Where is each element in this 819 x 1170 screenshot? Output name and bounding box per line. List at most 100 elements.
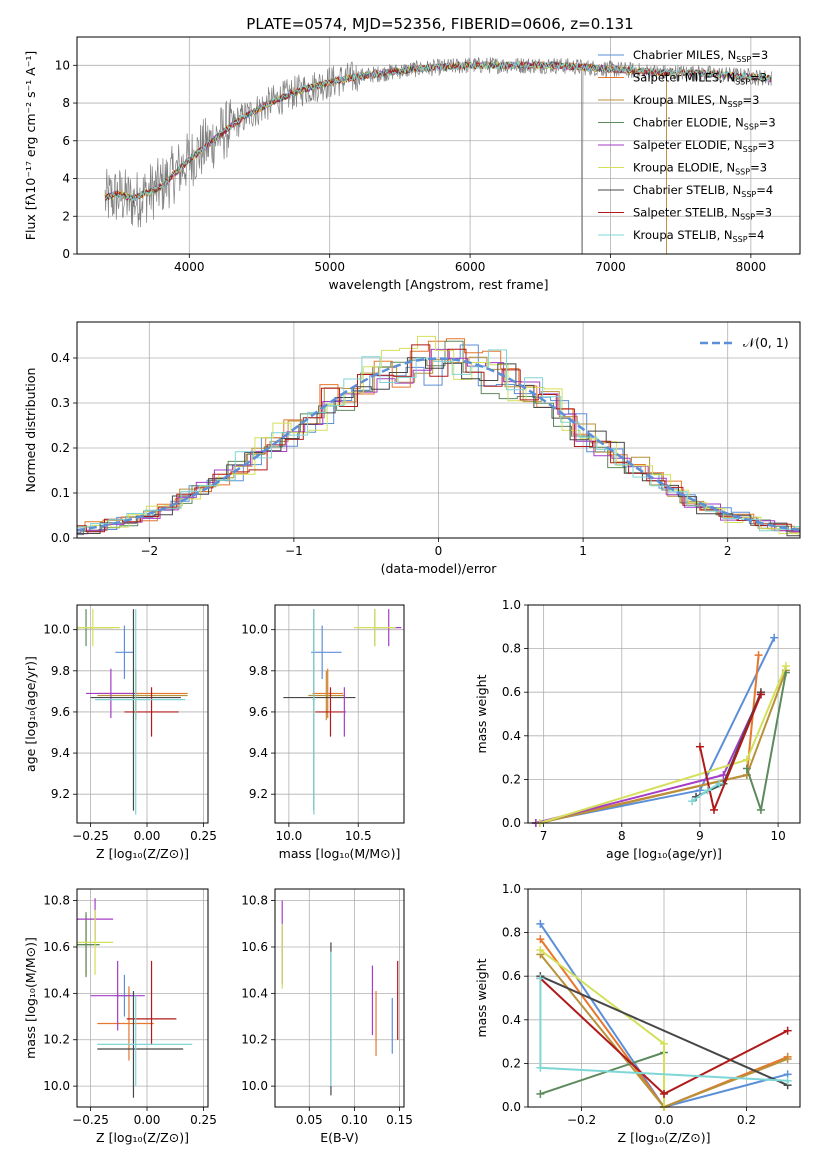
tick-label-y: 0.6 — [502, 685, 521, 699]
mass-vs-ebv-plot-area — [281, 900, 399, 1096]
errorbar-point — [342, 687, 346, 737]
legend-value: =3 — [750, 161, 767, 175]
errorbar-point — [97, 986, 154, 1061]
axes-frame — [76, 888, 209, 1108]
tick-label-x: 0.00 — [134, 829, 161, 843]
tick-label-y: 1.0 — [502, 882, 521, 896]
tick-label-y: 0.4 — [51, 351, 70, 365]
x-axis-label: wavelength [Angstrom, rest frame] — [328, 277, 548, 292]
legend-subscript: SSP — [735, 168, 750, 177]
errorbar-point — [311, 625, 342, 680]
legend-label: 𝒩(0, 1) — [743, 335, 789, 350]
weight-line-salpeter-elodie — [535, 693, 762, 824]
tick-label-x: −0.25 — [72, 1113, 109, 1127]
tick-label-y: 0 — [62, 247, 70, 261]
legend-subscript: SSP — [741, 190, 756, 199]
legend-subscript: SSP — [744, 123, 759, 132]
legend-value: =4 — [756, 183, 773, 197]
residuals-panel: −2 −1 0 1 2 0.0 0.1 0.2 0.3 0.4 (data-model)/error… — [23, 321, 801, 576]
x-axis-label: Z [log₁₀(Z/Z⊙)] — [618, 1130, 711, 1145]
legend-value: =3 — [759, 116, 776, 130]
errorbar-point — [312, 609, 316, 815]
tick-label-y: 0.2 — [502, 1056, 521, 1070]
tick-label-x: 8 — [618, 829, 626, 843]
errorbar-point — [86, 668, 136, 719]
axes-frame — [274, 604, 405, 824]
x-axis-label: (data-model)/error — [381, 561, 498, 576]
observed-spectrum — [104, 56, 772, 254]
tick-label-y: 0.6 — [502, 969, 521, 983]
spectrum-plot-area — [104, 56, 772, 254]
errorbar-point — [126, 960, 177, 1045]
histogram-chabrier-stelib — [77, 357, 800, 537]
legend-value: =3 — [750, 71, 767, 85]
tick-label-y: 9.2 — [51, 787, 70, 801]
legend-value: =3 — [758, 138, 775, 152]
tick-label-y: 0.2 — [51, 441, 70, 455]
y-axis-label: age [log₁₀(age/yr)] — [23, 656, 38, 772]
tick-label-y: 10.0 — [241, 623, 268, 637]
legend-label: Kroupa ELODIE, NSSP=3 — [633, 161, 767, 177]
legend-value: =4 — [748, 228, 765, 242]
weight-line-chabrier-stelib — [539, 975, 789, 1087]
tick-label-y: 9.4 — [249, 746, 268, 760]
tick-label-y: 9.6 — [51, 705, 70, 719]
residuals-plot-area — [77, 335, 800, 537]
errorbar-point — [77, 609, 120, 647]
legend-subscript: SSP — [736, 55, 751, 64]
legend-value: =3 — [755, 206, 772, 220]
tick-label-x: 0.05 — [296, 1113, 323, 1127]
spectrum-legend: Chabrier MILES, NSSP=3 Salpeter MILES, NS… — [598, 48, 776, 244]
tick-label-y: 0.4 — [502, 729, 521, 743]
tick-label-y: 0.4 — [502, 1013, 521, 1027]
axes-frame — [527, 604, 801, 824]
y-axis-label: mass [log₁₀(M/M⊙)] — [23, 937, 38, 1059]
tick-label-x: −0.25 — [72, 829, 109, 843]
tick-label-x: 0.25 — [190, 829, 217, 843]
tick-label-x: 0.00 — [134, 1113, 161, 1127]
axes-frame — [76, 36, 801, 255]
tick-label-y: 0.3 — [51, 396, 70, 410]
tick-label-x: 0.2 — [737, 1113, 756, 1127]
tick-label-y: 10.4 — [241, 986, 268, 1000]
age-vs-mass-plot-area — [283, 609, 402, 815]
tick-label-y: 10.8 — [241, 894, 268, 908]
weight-line-chabrier-elodie — [745, 672, 787, 814]
tick-label-x: 10 — [770, 829, 785, 843]
legend-label: Salpeter MILES, NSSP=3 — [633, 71, 767, 87]
legend-subscript: SSP — [733, 235, 748, 244]
legend-label: Chabrier STELIB, NSSP=4 — [633, 183, 773, 199]
age-vs-z-plot-area — [77, 609, 188, 815]
x-axis-label: age [log₁₀(age/yr)] — [606, 846, 722, 861]
tick-label-y: 10.0 — [43, 1079, 70, 1093]
legend-label: Salpeter ELODIE, NSSP=3 — [633, 138, 775, 154]
figure-title: PLATE=0574, MJD=52356, FIBERID=0606, z=0… — [246, 15, 633, 33]
legend-label: Kroupa MILES, NSSP=3 — [633, 93, 759, 109]
y-axis-label: mass weight — [474, 958, 489, 1037]
tick-label-x: 0 — [435, 544, 443, 558]
tick-label-x: 1 — [579, 544, 587, 558]
tick-label-y: 10.2 — [241, 1033, 268, 1047]
tick-label-y: 10.2 — [43, 1033, 70, 1047]
tick-label-x: 0.25 — [190, 1113, 217, 1127]
y-axis-label: Normed distribution — [23, 368, 38, 493]
tick-label-x: 4000 — [174, 260, 205, 274]
normal-curve — [77, 357, 800, 532]
y-axis-label: Flux [fλ10⁻¹⁷ erg cm⁻² s⁻¹ A⁻¹] — [23, 51, 38, 240]
legend-value: =3 — [743, 93, 760, 107]
tick-label-y: 9.6 — [249, 705, 268, 719]
model-spectrum-kroupa-stelib — [104, 60, 772, 204]
legend-subscript: SSP — [743, 145, 758, 154]
tick-label-x: 2 — [724, 544, 732, 558]
tick-label-y: 1.0 — [502, 598, 521, 612]
y-axis-label: mass weight — [474, 674, 489, 753]
mass-vs-ebv-panel: 0.05 0.10 0.15 10.0 10.2 10.4 10.6 10.8 E(B-V) — [241, 888, 413, 1145]
tick-label-y: 9.2 — [249, 787, 268, 801]
tick-label-x: 8000 — [736, 260, 767, 274]
axes-frame — [76, 604, 209, 824]
tick-label-y: 0.0 — [51, 531, 70, 545]
tick-label-y: 10.8 — [43, 894, 70, 908]
tick-label-y: 0.8 — [502, 926, 521, 940]
tick-label-x: 0.10 — [341, 1113, 368, 1127]
